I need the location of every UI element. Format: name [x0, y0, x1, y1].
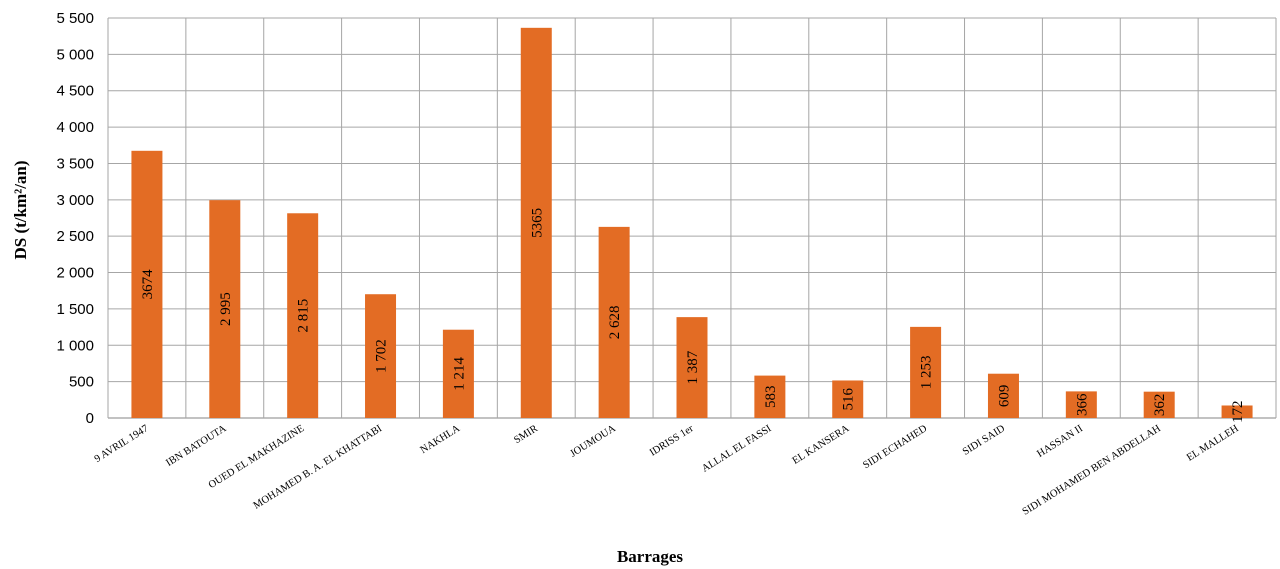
y-axis-title: DS (t/km²/an)	[11, 160, 30, 259]
y-tick-label: 5 500	[56, 10, 94, 27]
x-category-label: MOHAMED B. A. EL KHATTABI	[252, 423, 385, 512]
y-tick-label: 2 500	[56, 228, 94, 245]
bar-data-label: 1 214	[451, 356, 467, 390]
bar-data-label: 609	[996, 385, 1012, 408]
x-category-label: NAKHLA	[419, 423, 463, 456]
y-tick-label: 4 500	[56, 83, 94, 100]
bar	[442, 329, 474, 418]
bar-data-label: 2 995	[218, 292, 234, 326]
x-axis-title: Barrages	[617, 547, 683, 566]
bar-data-label: 1 387	[685, 350, 701, 384]
y-tick-label: 4 000	[56, 119, 94, 136]
x-category-label: SIDI MOHAMED BEN ABDELLAH	[1021, 423, 1163, 518]
bar-data-label: 172	[1230, 400, 1246, 423]
y-tick-label: 500	[69, 374, 94, 391]
bar-data-label: 1 253	[919, 356, 935, 390]
bar	[1065, 391, 1097, 418]
y-tick-label: 1 500	[56, 301, 94, 318]
x-category-label: 9 AVRIL 1947	[93, 423, 151, 465]
bar	[365, 294, 397, 418]
x-category-label: EL KANSERA	[791, 423, 852, 467]
bar-data-label: 1 702	[374, 339, 390, 373]
bar-data-label: 2 815	[296, 299, 312, 333]
x-category-label: SMIR	[512, 423, 540, 446]
y-tick-label: 2 000	[56, 265, 94, 282]
bar	[832, 380, 864, 418]
y-tick-label: 1 000	[56, 337, 94, 354]
y-tick-labels: 0 500 1 000 1 500 2 000 2 500 3 000 3 500 4 000 4…	[56, 10, 94, 427]
y-tick-label: 3 000	[56, 192, 94, 209]
bar-data-label: 2 628	[607, 306, 623, 340]
y-tick-label: 0	[86, 410, 94, 427]
bars: 3674 2 995 2 815 1 702 1 214 5365 2 628 1 387 58…	[131, 27, 1253, 423]
bar-data-label: 583	[763, 386, 779, 409]
x-category-label: SIDI ECHAHED	[861, 423, 929, 471]
x-category-label: SIDI SAID	[961, 423, 1008, 458]
x-category-label: HASSAN II	[1035, 423, 1085, 460]
bar	[520, 27, 552, 419]
bar-data-label: 3674	[140, 269, 156, 300]
bar	[676, 317, 708, 418]
bar	[1143, 391, 1175, 418]
y-tick-label: 5 000	[56, 46, 94, 63]
bar-data-label: 366	[1074, 393, 1090, 416]
x-category-label: ALLAL EL FASSI	[700, 423, 774, 475]
bar	[910, 326, 942, 418]
bar	[987, 373, 1019, 418]
bar	[287, 213, 319, 418]
x-category-label: JOUMOUA	[568, 423, 618, 460]
bar	[598, 226, 630, 418]
bar	[754, 375, 786, 418]
bar	[209, 200, 241, 418]
bar-data-label: 5365	[529, 208, 545, 238]
bar	[131, 150, 163, 419]
bar-data-label: 362	[1152, 394, 1168, 417]
x-category-label: IDRISS 1er	[648, 423, 696, 459]
bar	[1221, 405, 1253, 418]
bar-data-label: 516	[841, 387, 857, 410]
y-tick-label: 3 500	[56, 155, 94, 172]
x-category-label: EL MALLEH	[1185, 423, 1241, 464]
x-category-label: IBN BATOUTA	[164, 423, 228, 469]
